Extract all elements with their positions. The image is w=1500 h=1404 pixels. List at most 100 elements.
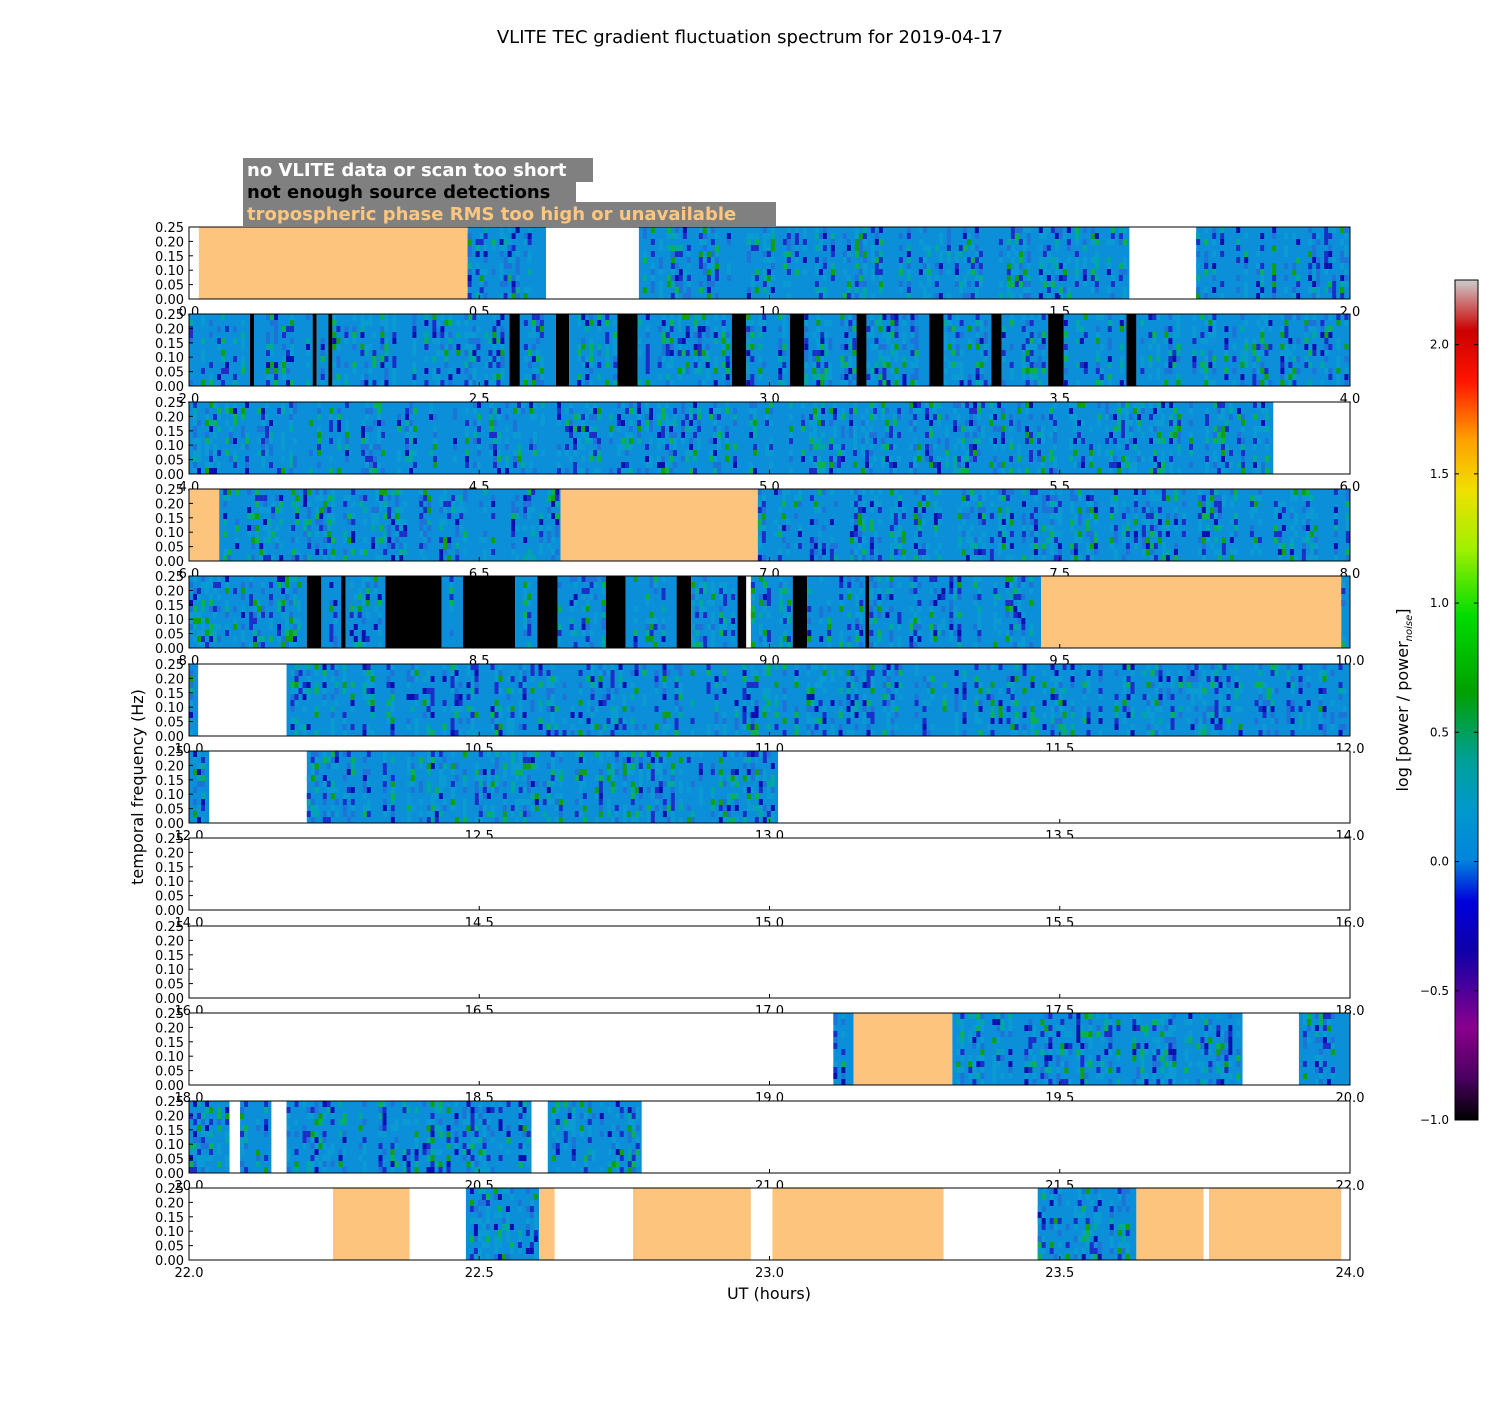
segment-no-data <box>555 1188 633 1260</box>
y-tick-label: 0.05 <box>155 1240 184 1255</box>
y-axis-label: temporal frequency (Hz) <box>128 689 147 885</box>
segment-no-data <box>1204 1188 1209 1260</box>
y-tick-label: 0.15 <box>155 512 184 527</box>
y-tick-label: 0.10 <box>155 1225 184 1240</box>
colorbar-label-subscript: noise <box>1404 615 1415 642</box>
y-tick-label: 0.15 <box>155 599 184 614</box>
y-tick-label: 0.05 <box>155 890 184 905</box>
segment-no-data <box>642 1101 1350 1173</box>
segment-few-detections <box>929 314 944 386</box>
y-tick-label: 0.15 <box>155 861 184 876</box>
colorbar-tick-label: 1.5 <box>1430 467 1449 481</box>
segment-spectrum <box>307 751 778 823</box>
colorbar-tick-label: −1.0 <box>1420 1113 1449 1127</box>
spectrum-texture <box>321 338 325 386</box>
y-tick-label: 0.10 <box>155 613 184 628</box>
y-tick-label: 0.10 <box>155 1138 184 1153</box>
x-tick-label: 22.5 <box>465 1266 494 1281</box>
colorbar-tick-label: −0.5 <box>1420 984 1449 998</box>
segment-no-data <box>209 751 307 823</box>
y-tick-label: 0.10 <box>155 701 184 716</box>
y-tick-label: 0.05 <box>155 366 184 381</box>
y-tick-label: 0.15 <box>155 425 184 440</box>
x-tick-label: 23.5 <box>1045 1266 1074 1281</box>
y-tick-label: 0.20 <box>155 235 184 250</box>
legend-label-no-data: no VLITE data or scan too short <box>247 160 567 181</box>
segment-spectrum <box>332 314 509 386</box>
segment-tropo-flagged <box>1041 576 1341 648</box>
y-tick-label: 0.25 <box>155 570 184 585</box>
colorbar-tick-label: 0.5 <box>1430 725 1449 739</box>
y-tick-label: 0.25 <box>155 658 184 673</box>
y-tick-label: 0.05 <box>155 978 184 993</box>
segment-spectrum <box>569 314 617 386</box>
y-tick-label: 0.20 <box>155 1196 184 1211</box>
segment-no-data <box>1243 1013 1299 1085</box>
segment-few-detections <box>793 576 808 648</box>
y-tick-label: 0.20 <box>155 672 184 687</box>
segment-spectrum <box>1064 314 1127 386</box>
y-tick-label: 0.10 <box>155 788 184 803</box>
y-tick-label: 0.25 <box>155 1007 184 1022</box>
segment-few-detections <box>857 314 867 386</box>
segment-no-data <box>746 576 751 648</box>
y-tick-label: 0.20 <box>155 584 184 599</box>
segment-few-detections <box>509 314 519 386</box>
segment-no-data <box>531 1101 547 1173</box>
y-tick-label: 0.25 <box>155 396 184 411</box>
segment-no-data <box>1129 227 1196 299</box>
segment-few-detections <box>328 314 332 386</box>
y-tick-label: 0.15 <box>155 337 184 352</box>
segment-tropo-flagged <box>333 1188 410 1260</box>
colorbar-label: log [power / powernoise] <box>1393 608 1415 791</box>
segment-tropo-flagged <box>1209 1188 1341 1260</box>
segment-no-data <box>778 751 1350 823</box>
segment-no-data <box>189 838 1350 910</box>
legend-label-tropo: tropospheric phase RMS too high or unava… <box>247 204 736 225</box>
segment-few-detections <box>738 576 747 648</box>
segment-no-data <box>1341 1188 1350 1260</box>
segment-few-detections <box>1127 314 1137 386</box>
segment-no-data <box>1273 402 1350 474</box>
segment-no-data <box>230 1101 240 1173</box>
segment-few-detections <box>677 576 692 648</box>
colorbar-label-main: log [power / power <box>1393 641 1412 792</box>
y-tick-label: 0.25 <box>155 221 184 236</box>
segment-no-data <box>944 1188 1038 1260</box>
y-tick-label: 0.25 <box>155 1182 184 1197</box>
segment-few-detections <box>537 576 557 648</box>
segment-few-detections <box>732 314 747 386</box>
segment-tropo-flagged <box>199 227 468 299</box>
y-tick-label: 0.25 <box>155 483 184 498</box>
colorbar-tick-label: 1.0 <box>1430 596 1449 610</box>
y-tick-label: 0.05 <box>155 454 184 469</box>
y-tick-label: 0.05 <box>155 279 184 294</box>
y-tick-label: 0.10 <box>155 526 184 541</box>
y-tick-label: 0.25 <box>155 745 184 760</box>
y-tick-label: 0.15 <box>155 687 184 702</box>
segment-few-detections <box>250 314 254 386</box>
segment-no-data <box>189 227 199 299</box>
segment-few-detections <box>865 576 869 648</box>
y-tick-label: 0.10 <box>155 875 184 890</box>
y-tick-label: 0.25 <box>155 1095 184 1110</box>
y-tick-label: 0.15 <box>155 1211 184 1226</box>
y-tick-label: 0.05 <box>155 1153 184 1168</box>
y-tick-label: 0.05 <box>155 1065 184 1080</box>
segment-few-detections <box>790 314 805 386</box>
y-tick-label: 0.05 <box>155 541 184 556</box>
segment-few-detections <box>385 576 441 648</box>
segment-tropo-flagged <box>854 1013 953 1085</box>
segment-tropo-flagged <box>772 1188 943 1260</box>
segment-few-detections <box>463 576 515 648</box>
y-tick-label: 0.15 <box>155 774 184 789</box>
legend-label-few-detections: not enough source detections <box>247 182 550 203</box>
y-tick-label: 0.20 <box>155 410 184 425</box>
